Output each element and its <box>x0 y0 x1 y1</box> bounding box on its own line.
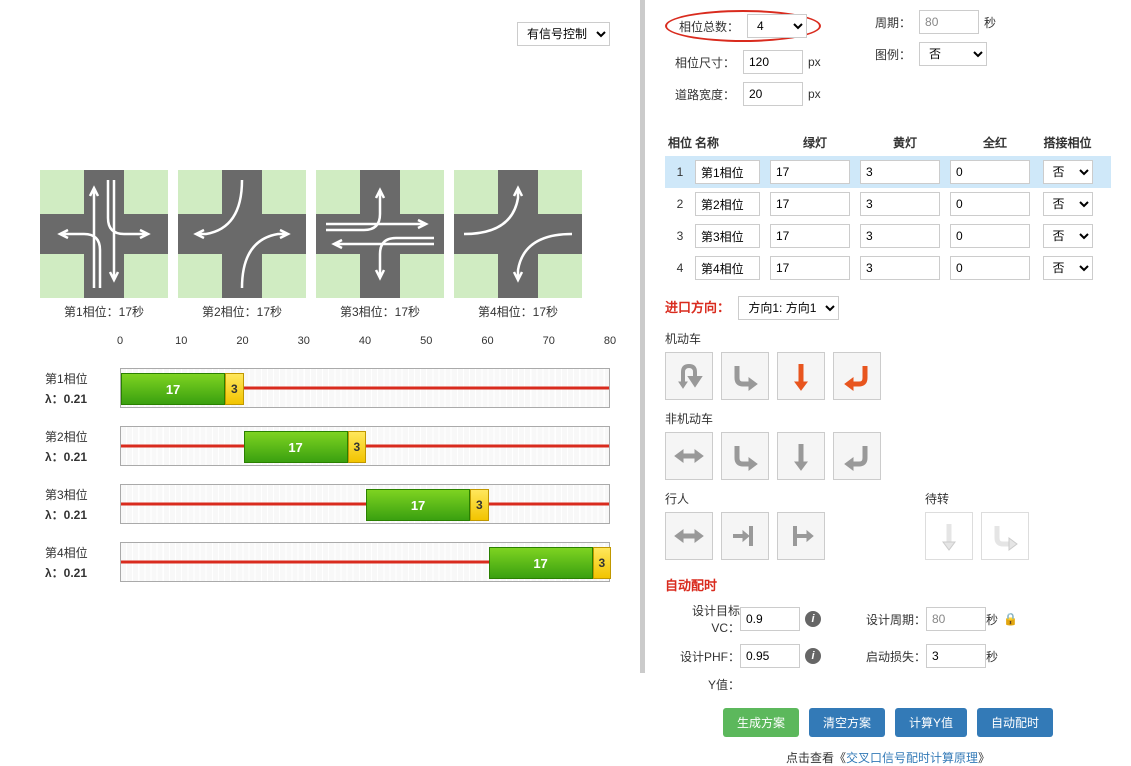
design-vc-input[interactable] <box>740 607 800 631</box>
phase-name: 第1相位 <box>45 370 120 387</box>
green-input[interactable] <box>770 256 850 280</box>
phase-size-input[interactable] <box>743 50 803 74</box>
startup-loss-input[interactable] <box>926 644 986 668</box>
lambda-value: λ：0.21 <box>45 506 120 523</box>
table-row[interactable]: 1 否 <box>665 156 1111 188</box>
design-cycle-input <box>926 607 986 631</box>
auto-timing-button[interactable]: 自动配时 <box>977 708 1053 737</box>
phase-name-input[interactable] <box>695 224 760 248</box>
yellow-input[interactable] <box>860 160 940 184</box>
control-type-select[interactable]: 有信号控制 <box>517 22 610 46</box>
connect-select[interactable]: 否 <box>1043 160 1093 184</box>
allred-input[interactable] <box>950 192 1030 216</box>
yellow-block: 3 <box>348 431 366 463</box>
lambda-value: λ：0.21 <box>45 448 120 465</box>
phase-name: 第4相位 <box>45 544 120 561</box>
allred-input[interactable] <box>950 256 1030 280</box>
design-phf-input[interactable] <box>740 644 800 668</box>
yellow-block: 3 <box>470 489 488 521</box>
legend-select[interactable]: 否 <box>919 42 987 66</box>
ped-lr-icon[interactable] <box>665 512 713 560</box>
timeline-bar: 17 3 <box>120 542 610 582</box>
vehicle-left-icon[interactable] <box>833 352 881 400</box>
entry-direction-select[interactable]: 方向1: 方向1 <box>738 296 839 320</box>
nonvehicle-right-icon[interactable] <box>721 432 769 480</box>
waiting-straight-icon[interactable] <box>925 512 973 560</box>
phase-diagrams: 第1相位：17秒 第2相位：17秒 第3相位：17秒 第4相位：17秒 <box>40 170 610 320</box>
yellow-block: 3 <box>593 547 611 579</box>
connect-select[interactable]: 否 <box>1043 224 1093 248</box>
connect-select[interactable]: 否 <box>1043 192 1093 216</box>
principle-link[interactable]: 交叉口信号配时计算原理 <box>846 751 978 765</box>
vehicle-straight-icon[interactable] <box>777 352 825 400</box>
info-icon[interactable]: i <box>805 611 821 627</box>
phase-name-input[interactable] <box>695 192 760 216</box>
phase-table: 相位 名称 绿灯 黄灯 全红 搭接相位 1 否2 否3 否4 否 <box>665 129 1111 284</box>
green-block: 17 <box>121 373 225 405</box>
green-block: 17 <box>366 489 470 521</box>
phase-4-diagram <box>454 170 582 298</box>
connect-select[interactable]: 否 <box>1043 256 1093 280</box>
vehicle-uturn-icon[interactable] <box>665 352 713 400</box>
nonvehicle-straight-icon[interactable] <box>777 432 825 480</box>
phase-3-diagram <box>316 170 444 298</box>
table-row[interactable]: 3 否 <box>665 220 1111 252</box>
table-row[interactable]: 2 否 <box>665 188 1111 220</box>
yellow-input[interactable] <box>860 224 940 248</box>
phase-count-select[interactable]: 4 <box>747 14 807 38</box>
clear-button[interactable]: 清空方案 <box>809 708 885 737</box>
timeline-bar: 17 3 <box>120 484 610 524</box>
phase-2-diagram <box>178 170 306 298</box>
timeline-bar: 17 3 <box>120 368 610 408</box>
green-input[interactable] <box>770 160 850 184</box>
calc-y-button[interactable]: 计算Y值 <box>895 708 967 737</box>
yellow-input[interactable] <box>860 256 940 280</box>
lambda-value: λ：0.21 <box>45 564 120 581</box>
nonvehicle-left-icon[interactable] <box>833 432 881 480</box>
allred-input[interactable] <box>950 160 1030 184</box>
phase-name: 第3相位 <box>45 486 120 503</box>
phase-name-input[interactable] <box>695 256 760 280</box>
info-icon[interactable]: i <box>805 648 821 664</box>
timeline-axis: 01020304050607080 <box>120 335 610 355</box>
nonvehicle-lr-icon[interactable] <box>665 432 713 480</box>
green-input[interactable] <box>770 224 850 248</box>
yellow-block: 3 <box>225 373 243 405</box>
ped-in-right-icon[interactable] <box>721 512 769 560</box>
phase-1-diagram <box>40 170 168 298</box>
phase-name: 第2相位 <box>45 428 120 445</box>
generate-button[interactable]: 生成方案 <box>723 708 799 737</box>
road-width-input[interactable] <box>743 82 803 106</box>
green-block: 17 <box>244 431 348 463</box>
lambda-value: λ：0.21 <box>45 390 120 407</box>
vehicle-right-icon[interactable] <box>721 352 769 400</box>
yellow-input[interactable] <box>860 192 940 216</box>
footer-link: 点击查看《交叉口信号配时计算原理》 <box>665 749 1111 766</box>
timeline-bar: 17 3 <box>120 426 610 466</box>
green-input[interactable] <box>770 192 850 216</box>
cycle-input <box>919 10 979 34</box>
phase-name-input[interactable] <box>695 160 760 184</box>
table-row[interactable]: 4 否 <box>665 252 1111 284</box>
waiting-right-icon[interactable] <box>981 512 1029 560</box>
green-block: 17 <box>489 547 593 579</box>
lock-icon: 🔒 <box>1003 612 1018 626</box>
ped-out-right-icon[interactable] <box>777 512 825 560</box>
allred-input[interactable] <box>950 224 1030 248</box>
